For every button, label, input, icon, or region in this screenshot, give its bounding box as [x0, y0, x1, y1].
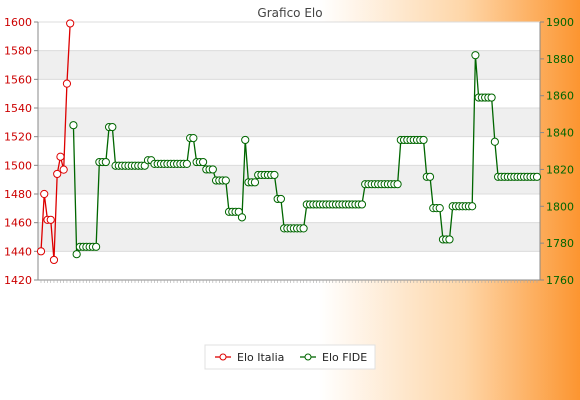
- left-tick-label: 1540: [4, 102, 32, 115]
- elo-fide-point: [357, 200, 367, 209]
- left-tick-label: 1440: [4, 245, 32, 258]
- elo-italia-point: [56, 152, 65, 161]
- elo-fide-point: [393, 180, 402, 189]
- legend-item-elo-fide-marker: [304, 353, 312, 361]
- elo-fide-point: [487, 93, 496, 102]
- right-tick-label: 1880: [546, 53, 574, 66]
- left-tick-label: 1480: [4, 188, 32, 201]
- elo-fide-point: [468, 202, 477, 211]
- elo-fide-point: [208, 165, 217, 174]
- elo-fide-point: [532, 172, 542, 181]
- left-tick-label: 1580: [4, 45, 32, 58]
- elo-italia-point: [59, 165, 68, 174]
- elo-fide-point: [69, 121, 78, 130]
- axes-layer: 1420 1440 1460 1480 1500 1520 1540 1560 1580 1600…: [4, 16, 574, 287]
- elo-fide-point: [435, 204, 444, 213]
- elo-italia-point: [40, 189, 49, 199]
- elo-fide-point: [419, 135, 428, 145]
- right-tick-label: 1820: [546, 163, 574, 176]
- elo-fide-point: [241, 135, 250, 145]
- right-tick-label: 1860: [546, 90, 574, 103]
- grid-band: [38, 165, 540, 194]
- right-tick-label: 1900: [546, 16, 574, 29]
- x-tick-labels: [40, 280, 538, 283]
- elo-fide-point: [276, 194, 285, 204]
- elo-fide-point: [198, 157, 208, 167]
- elo-fide-point: [72, 250, 81, 259]
- right-tick-label: 1840: [546, 127, 574, 140]
- elo-fide-point: [425, 172, 435, 181]
- elo-italia-point: [66, 19, 75, 28]
- elo-italia-point: [62, 79, 72, 88]
- elo-fide-point: [182, 159, 191, 168]
- elo-italia-point: [49, 255, 59, 265]
- legend-item-elo-italia-label: Elo Italia: [237, 351, 284, 364]
- left-tick-label: 1560: [4, 73, 32, 86]
- grid-band: [38, 50, 540, 80]
- elo-fide-point: [445, 235, 454, 244]
- left-tick-label: 1520: [4, 131, 32, 144]
- elo-fide-point: [250, 178, 260, 187]
- elo-fide-point: [299, 224, 308, 233]
- series-elo-italia: [36, 19, 75, 265]
- elo-fide-point: [92, 242, 101, 251]
- left-tick-label: 1460: [4, 217, 32, 230]
- elo-italia-point: [53, 169, 62, 179]
- elo-italia-point: [36, 247, 46, 256]
- right-tick-label: 1800: [546, 200, 574, 213]
- elo-fide-point: [221, 176, 230, 185]
- left-tick-label: 1420: [4, 274, 32, 287]
- chart-title: Grafico Elo: [257, 6, 322, 20]
- elo-fide-point: [108, 122, 117, 132]
- elo-fide-point: [189, 134, 198, 143]
- grid-band: [38, 108, 540, 137]
- series-elo-fide: [69, 51, 542, 259]
- legend-item-elo-fide-label: Elo FIDE: [322, 351, 367, 364]
- elo-italia-line: [40, 23, 71, 260]
- right-tick-label: 1780: [546, 237, 574, 250]
- left-tick-label: 1500: [4, 159, 32, 172]
- elo-fide-point: [270, 170, 279, 180]
- legend: Elo Italia Elo FIDE: [204, 344, 376, 370]
- series-layer: [36, 19, 542, 265]
- right-tick-label: 1760: [546, 274, 574, 287]
- elo-fide-point: [490, 137, 499, 146]
- elo-fide-point: [101, 157, 110, 167]
- legend-item-elo-italia-marker: [219, 353, 227, 361]
- elo-fide-point: [237, 213, 247, 222]
- legend-box: [204, 344, 376, 370]
- elo-fide-point: [471, 51, 480, 60]
- elo-italia-point: [46, 215, 55, 224]
- grid-layer: [38, 21, 540, 281]
- left-tick-label: 1600: [4, 16, 32, 29]
